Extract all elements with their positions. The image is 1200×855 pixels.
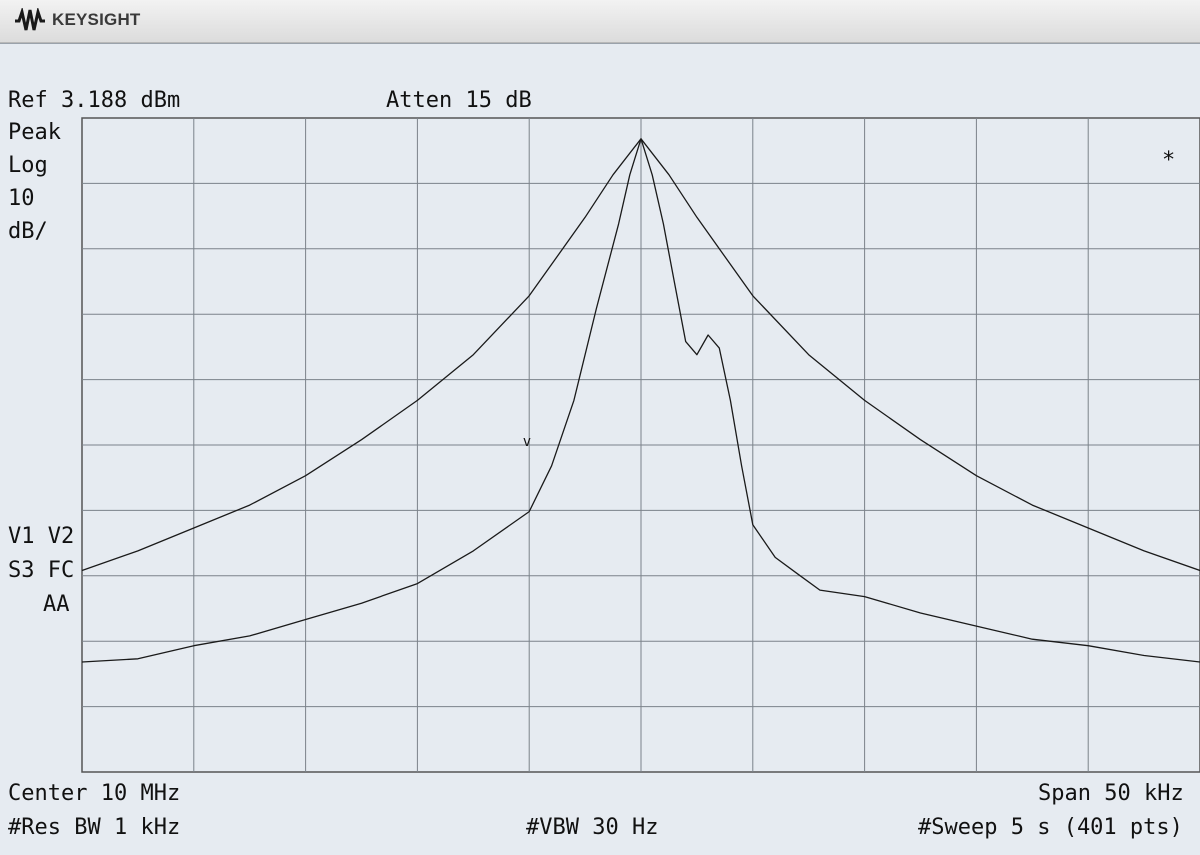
keysight-logo: KEYSIGHT	[14, 8, 141, 32]
analyzer-screen: Ref 3.188 dBm Atten 15 dB Peak Log 10 dB…	[0, 43, 1200, 855]
marker-annotation: v	[523, 434, 531, 450]
keysight-wave-logo-icon	[15, 8, 45, 31]
center-frequency: Center 10 MHz	[8, 781, 181, 806]
asterisk-indicator: *	[1162, 148, 1176, 173]
ref-level: Ref 3.188 dBm	[8, 88, 181, 113]
attenuation: Atten 15 dB	[386, 88, 532, 113]
vbw: #VBW 30 Hz	[526, 815, 659, 840]
scale-unit: dB/	[8, 219, 48, 244]
res-bw: #Res BW 1 kHz	[8, 815, 181, 840]
indicators-line-1: V1 V2	[8, 524, 75, 549]
trace-2	[81, 138, 1200, 663]
indicators-line-2: S3 FC	[8, 558, 75, 583]
brand-name: KEYSIGHT	[52, 10, 141, 29]
scale-value: 10	[8, 186, 35, 211]
indicators-line-3: AA	[43, 592, 70, 617]
brand-bar: KEYSIGHT	[0, 0, 1200, 43]
sweep-time: #Sweep 5 s (401 pts)	[918, 815, 1183, 840]
detector-label: Peak	[8, 120, 61, 145]
span: Span 50 kHz	[1038, 781, 1184, 806]
scale-type: Log	[8, 153, 48, 178]
